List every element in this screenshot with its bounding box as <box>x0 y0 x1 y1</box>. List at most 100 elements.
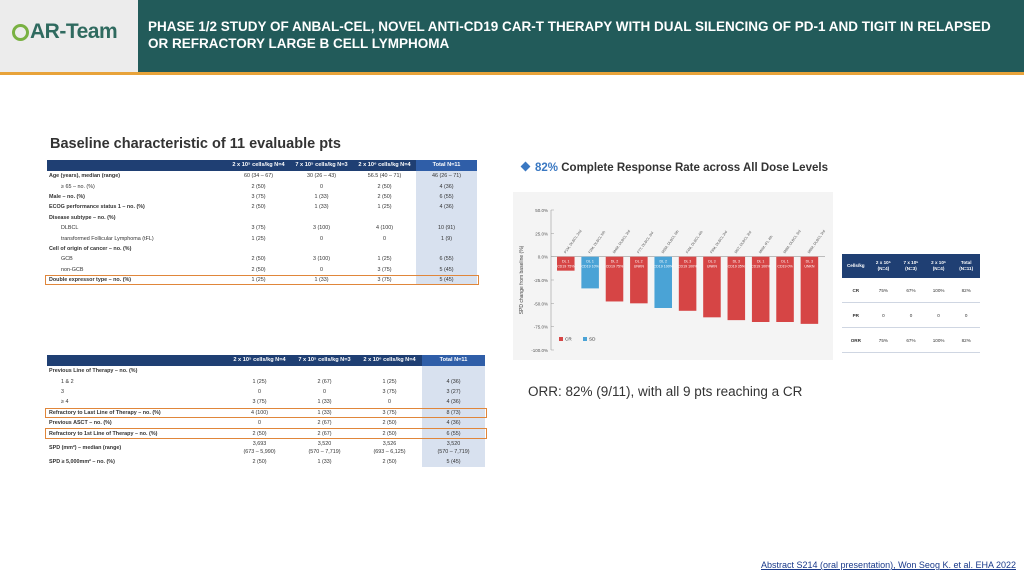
baseline-table-2-cell: 3 (75) <box>382 409 397 416</box>
bar-dose-label: DL 1 <box>586 260 593 264</box>
baseline-table-1-cell <box>416 243 477 255</box>
baseline-table-2-cell: 3 (75) <box>252 399 267 406</box>
bar-dose-label: CD19 0% <box>777 265 793 269</box>
baseline-table-2-cell: 2 (67) <box>317 430 332 437</box>
baseline-table-2-cell: ≥ 4 <box>61 399 69 406</box>
category-label: M3M, DLBCL 6th <box>661 229 680 254</box>
baseline-table-1-cell <box>416 212 477 223</box>
baseline-table-2-cell: 2 (50) <box>252 458 267 465</box>
baseline-table-1-cell <box>353 244 416 254</box>
bar <box>605 256 624 302</box>
baseline-table-1-cell <box>290 213 353 223</box>
baseline-table-1-cell: 2 (50) <box>377 183 392 190</box>
orr-cell: 100% <box>924 327 953 353</box>
baseline-table-2-cell: 2 (67) <box>317 420 332 427</box>
category-label: M6M, tFL 4th <box>758 235 773 255</box>
baseline-table-1-cell: 3 (75) <box>251 225 266 232</box>
baseline-table-1-cell: 0 <box>383 235 386 242</box>
baseline-table-1-cell: 5 (45) <box>416 274 477 286</box>
bar <box>678 256 697 311</box>
baseline-table-2-cell <box>357 366 422 376</box>
category-label: M9M, DLBCL 3rd <box>783 229 802 254</box>
baseline-table-1-row: DLBCL 3 (75) 3 (100) 4 (100) 10 (91) <box>47 222 477 234</box>
baseline-table-1-row: GCB 2 (50) 3 (100) 1 (25) 6 (55) <box>47 254 477 265</box>
legend-label: SD <box>589 337 596 342</box>
orr-row: PR 0 0 0 0 <box>842 302 980 328</box>
bar <box>654 256 672 308</box>
orr-cell: 67% <box>897 327 925 353</box>
legend-swatch <box>583 337 587 341</box>
bar-dose-label: DL 1 <box>781 260 788 264</box>
baseline-table-1-cell: 1 (33) <box>314 277 329 284</box>
baseline-table-1-header-cell: 2 x 10⁶ cells/kg N=4 <box>353 160 416 171</box>
orr-cell: 82% <box>952 278 980 303</box>
baseline-table-1-row: non-GCB 2 (50) 0 3 (75) 5 (45) <box>47 264 477 275</box>
baseline-table-1: 2 x 10⁵ cells/kg N=4 7 x 10⁵ cells/kg N=3… <box>47 160 477 286</box>
baseline-table-1-cell: 46 (26 – 71) <box>416 171 477 182</box>
category-label: F8M, DLBCL 3rd <box>709 230 728 254</box>
baseline-table-2-cell: 3,520 (570 – 7,719) <box>308 440 341 455</box>
baseline-table-1-cell: Cell of origin of cancer – no. (%) <box>49 245 132 252</box>
baseline-table-1-cell: transformed Follicular Lymphoma (tFL) <box>61 235 154 242</box>
baseline-table-1-cell: 1 (25) <box>251 277 266 284</box>
baseline-table-1-cell: Age (years), median (range) <box>49 173 120 180</box>
orr-header-cell: Total (N=11) <box>952 254 980 278</box>
baseline-table-2-cell: Refractory to 1st Line of Therapy – no. … <box>49 430 158 437</box>
baseline-table-1-cell <box>227 244 290 254</box>
category-label: F7T, DLBCL 3rd <box>636 231 654 254</box>
bar <box>776 256 794 322</box>
baseline-table-2-cell: Previous Line of Therapy – no. (%) <box>49 368 138 375</box>
baseline-table-2-cell <box>422 366 485 377</box>
category-label: F4M, DLBCL 4th <box>685 230 704 254</box>
baseline-table-2-cell: 1 (33) <box>317 399 332 406</box>
baseline-table-2-cell: 2 (50) <box>382 430 397 437</box>
baseline-table-1-cell: 2 (50) <box>251 204 266 211</box>
baseline-table-1-cell <box>290 244 353 254</box>
baseline-table-1-cell: GCB <box>61 256 73 263</box>
baseline-table-2-cell: 1 (25) <box>382 378 397 385</box>
legend-label: CR <box>565 337 572 342</box>
orr-cell: PR <box>842 302 870 328</box>
baseline-table-1-cell: Male – no. (%) <box>49 193 85 200</box>
bar-dose-label: DL 3 <box>733 260 740 264</box>
baseline-table-2-cell: Previous ASCT – no. (%) <box>49 420 112 427</box>
baseline-table-2-row: 3 0 0 3 (75) 3 (27) <box>47 386 485 398</box>
baseline-table-1-cell: 0 <box>320 266 323 273</box>
baseline-table-1-row: transformed Follicular Lymphoma (tFL) 1 (… <box>47 233 477 244</box>
baseline-table-2-cell: 1 & 2 <box>61 378 74 385</box>
reference-link[interactable]: Abstract S214 (oral presentation), Won S… <box>761 560 1016 570</box>
baseline-table-1-cell: Disease subtype – no. (%) <box>49 214 116 221</box>
orr-cell: 67% <box>897 278 925 303</box>
y-axis-label: SPD change from baseline (%) <box>519 245 525 314</box>
baseline-table-2-header-cell: 7 x 10⁵ cells/kg N=3 <box>292 355 357 366</box>
baseline-table-2-cell: 4 (36) <box>422 376 485 387</box>
baseline-table-1-cell: ECOG performance status 1 – no. (%) <box>49 204 145 211</box>
bar <box>581 256 599 289</box>
bar-dose-label: DL 3 <box>708 260 715 264</box>
header-divider <box>0 72 1024 75</box>
baseline-table-2-row: ≥ 4 3 (75) 1 (33) 0 4 (36) <box>47 397 485 408</box>
baseline-table-1-row: Age (years), median (range) 60 (34 – 67) 3… <box>47 171 477 182</box>
baseline-table-2-cell: SPD (mm²) – median (range) <box>49 444 122 451</box>
bar-dose-label: UNKN <box>804 265 815 269</box>
baseline-table-1-header-cell: Total N=11 <box>416 160 477 171</box>
baseline-table-1-cell: 56.5 (40 – 71) <box>367 173 402 180</box>
bar-dose-label: UNKN <box>707 265 718 269</box>
baseline-table-2-cell: 3 <box>61 388 64 395</box>
baseline-table-1-cell: 4 (100) <box>375 225 394 232</box>
baseline-table-2-cell: 3,526 (693 – 6,125) <box>373 440 406 455</box>
orr-table: Cells/kg 2 x 10⁵ (N=4) 7 x 10⁵ (N=3) 2 x 10… <box>842 254 980 353</box>
baseline-table-1-header-cell <box>47 160 227 171</box>
bar <box>630 256 648 304</box>
baseline-table-1-row: Cell of origin of cancer – no. (%) <box>47 243 477 255</box>
baseline-table-2-cell: 4 (100) <box>250 409 269 416</box>
baseline-table-2-cell: 2 (50) <box>382 458 397 465</box>
baseline-table-1-header-cell: 2 x 10⁵ cells/kg N=4 <box>227 160 290 171</box>
y-tick-label: 25.0% <box>535 231 548 236</box>
bar-dose-label: CD19 75% <box>606 265 624 269</box>
baseline-table-2-header-cell: Total N=11 <box>422 355 485 366</box>
orr-summary: ORR: 82% (9/11), with all 9 pts reaching… <box>528 384 803 399</box>
baseline-table-2-cell: 3,520 (570 – 7,719) <box>422 438 485 457</box>
legend-swatch <box>559 337 563 341</box>
baseline-table-2-row-highlighted: Refractory to Last Line of Therapy – no.… <box>47 407 485 418</box>
